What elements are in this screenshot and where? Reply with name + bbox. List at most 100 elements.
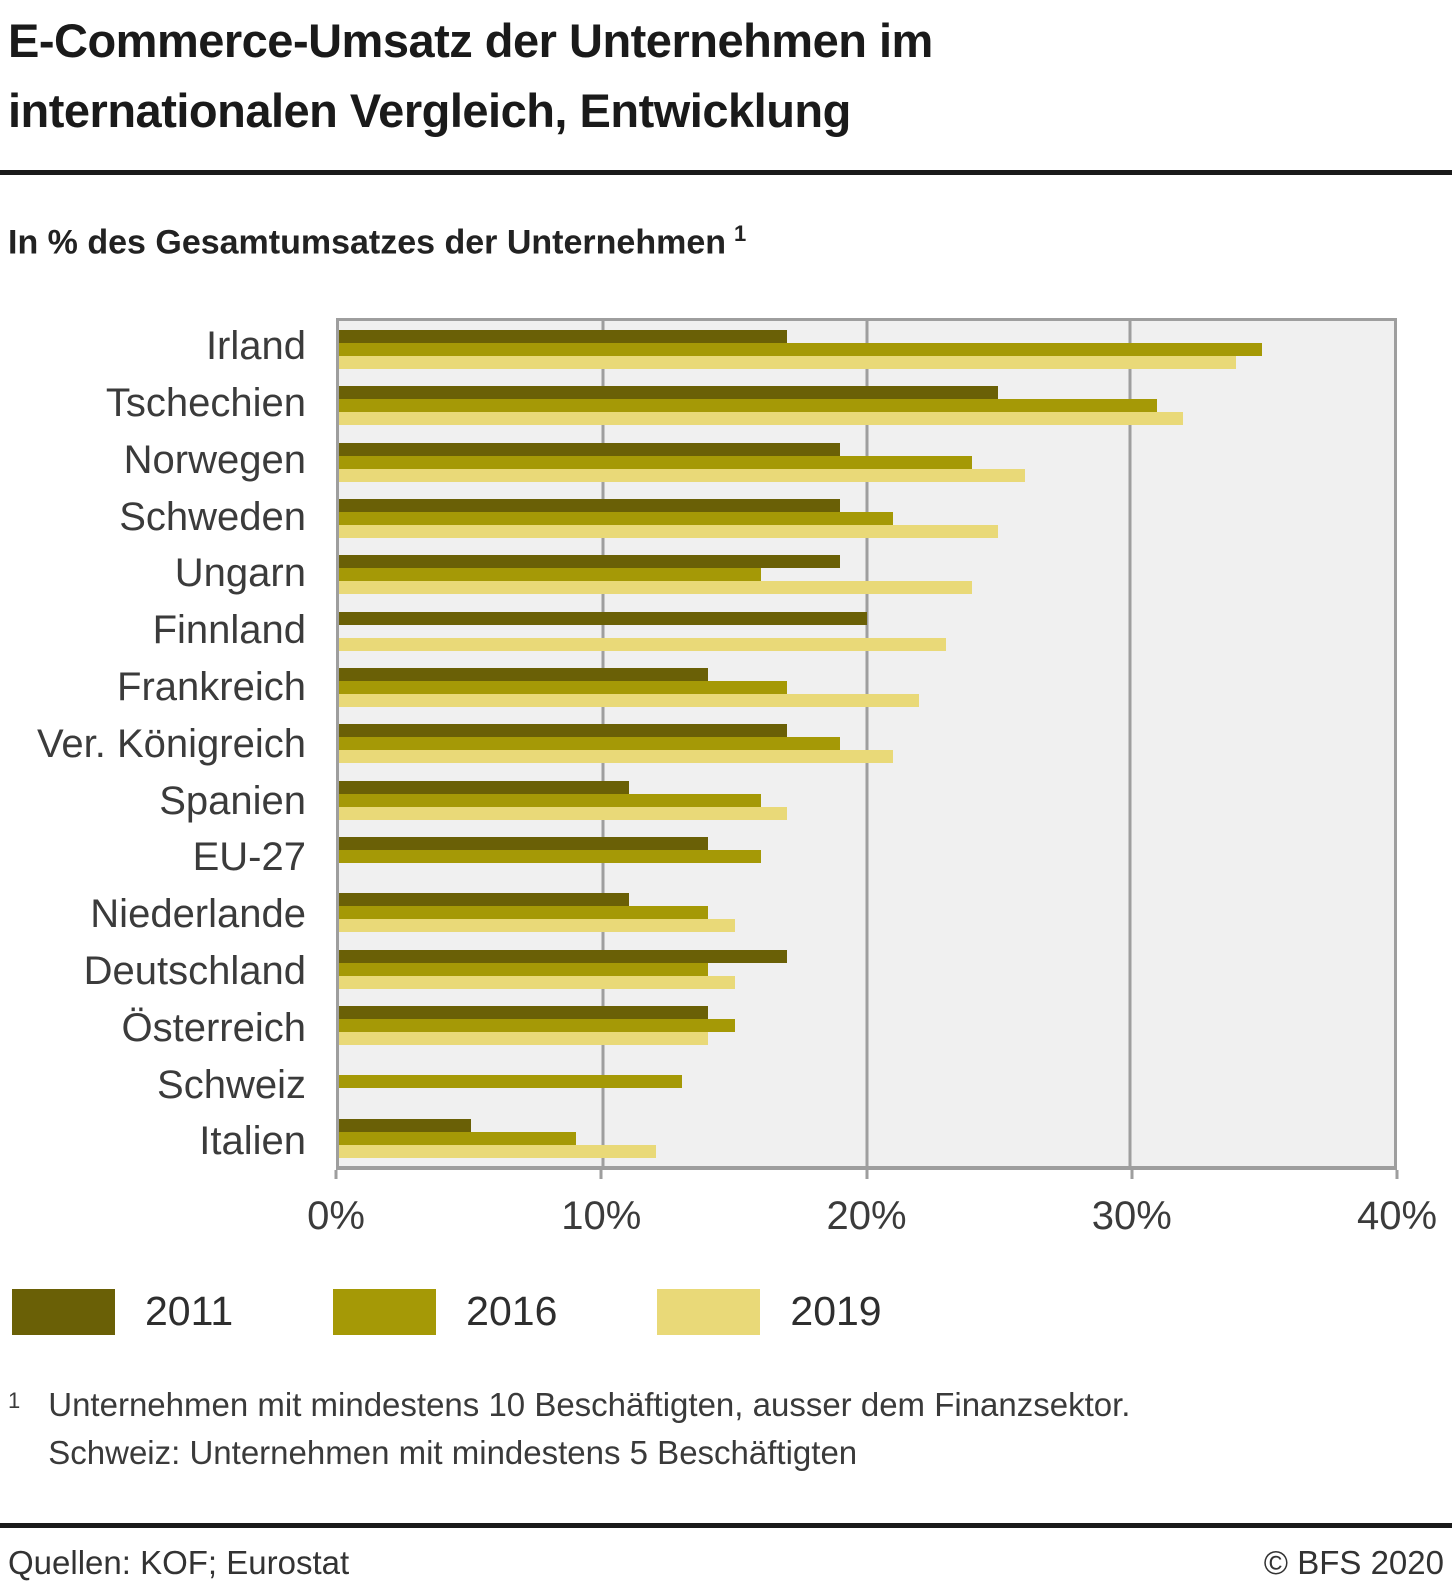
bar-group-ver-konigreich	[339, 716, 1394, 772]
chart-title-line1: E-Commerce-Umsatz der Unternehmen im	[8, 14, 933, 67]
category-label-italien: Italien	[199, 1119, 306, 1164]
subtitle-text: In % des Gesamtumsatzes der Unternehmen	[8, 223, 727, 262]
x-tick-label-10: 10%	[561, 1194, 642, 1239]
x-tick-label-0: 0%	[307, 1194, 365, 1239]
category-label-osterreich: Österreich	[121, 1005, 307, 1050]
category-label-tschechien: Tschechien	[105, 381, 306, 426]
bar-spanien-2019	[339, 806, 788, 820]
x-tick-40	[1395, 1170, 1399, 1180]
bar-finnland-2019	[339, 637, 946, 651]
page: E-Commerce-Umsatz der Unternehmen im int…	[0, 6, 1452, 1593]
copyright-text: © BFS 2020	[1263, 1544, 1444, 1582]
bar-spanien-2011	[339, 780, 630, 794]
legend-item-2019: 2019	[657, 1288, 882, 1335]
chart-title-line2: internationalen Vergleich, Entwicklung	[8, 84, 851, 137]
title-divider	[0, 170, 1452, 175]
bar-irland-2011	[339, 329, 788, 343]
x-tick-0	[334, 1170, 338, 1180]
bar-norwegen-2016	[339, 455, 972, 469]
gridline-20	[865, 321, 868, 1167]
bar-schweden-2011	[339, 498, 841, 512]
legend-item-2011: 2011	[12, 1288, 233, 1335]
x-tick-label-40: 40%	[1356, 1194, 1438, 1239]
bar-irland-2016	[339, 342, 1263, 356]
bar-missing-schweiz-2011	[339, 1062, 1394, 1075]
bar-missing-schweiz-2019	[339, 1088, 1394, 1101]
footnote-text: Unternehmen mit mindestens 10 Beschäftig…	[48, 1381, 1130, 1477]
category-label-ver-konigreich: Ver. Königreich	[36, 721, 306, 766]
plot-wrap	[336, 318, 1397, 1171]
bar-frankreich-2016	[339, 680, 788, 694]
footer: Quellen: KOF; Eurostat © BFS 2020	[0, 1523, 1452, 1582]
legend-item-2016: 2016	[333, 1288, 557, 1335]
bar-osterreich-2016	[339, 1018, 735, 1032]
category-label-niederlande: Niederlande	[90, 892, 306, 937]
category-label-irland: Irland	[205, 324, 306, 369]
bar-osterreich-2011	[339, 1005, 709, 1019]
x-tick-30	[1130, 1170, 1134, 1180]
legend-label-2019: 2019	[790, 1288, 882, 1335]
bar-italien-2019	[339, 1144, 656, 1158]
bar-frankreich-2011	[339, 667, 709, 681]
bar-frankreich-2019	[339, 693, 920, 707]
chart-subtitle: In % des Gesamtumsatzes der Unternehmen 1	[8, 221, 1452, 262]
bar-group-finnland	[339, 603, 1394, 659]
category-label-finnland: Finnland	[152, 608, 306, 653]
bar-missing-finnland-2016	[339, 625, 1394, 638]
x-tick-label-30: 30%	[1091, 1194, 1172, 1239]
chart-title: E-Commerce-Umsatz der Unternehmen im int…	[8, 6, 1452, 146]
x-tick-20	[865, 1170, 868, 1180]
bar-group-ungarn	[339, 547, 1394, 603]
subtitle-footnote-marker: 1	[734, 221, 747, 246]
bar-niederlande-2019	[339, 919, 735, 933]
bar-ungarn-2019	[339, 581, 972, 595]
plot-area	[336, 318, 1397, 1171]
footnote-line1: Unternehmen mit mindestens 10 Beschäftig…	[48, 1386, 1131, 1424]
legend-swatch-2019	[657, 1288, 761, 1335]
bar-finnland-2011	[339, 611, 867, 625]
source-text: Quellen: KOF; Eurostat	[8, 1544, 350, 1582]
category-labels-column: Irland Tschechien Norwegen Schweden Ungarn Fi…	[0, 318, 336, 1170]
bar-deutschland-2011	[339, 949, 788, 963]
legend-swatch-2016	[333, 1288, 437, 1335]
bar-group-tschechien	[339, 378, 1394, 434]
bar-schweden-2019	[339, 524, 999, 538]
bar-eu-27-2016	[339, 849, 761, 863]
bar-spanien-2016	[339, 793, 761, 807]
bars-layer	[339, 321, 1394, 1166]
bar-schweden-2016	[339, 511, 893, 525]
bar-schweiz-2016	[339, 1075, 682, 1089]
bar-deutschland-2019	[339, 975, 735, 989]
bar-group-niederlande	[339, 885, 1394, 941]
bar-italien-2011	[339, 1118, 471, 1132]
bar-ver-konigreich-2011	[339, 724, 788, 738]
footnote-marker: 1	[8, 1388, 21, 1414]
legend-swatch-2011	[12, 1288, 115, 1335]
bar-group-spanien	[339, 772, 1394, 828]
legend: 2011 2016 2019	[12, 1288, 1452, 1335]
category-label-frankreich: Frankreich	[117, 665, 306, 709]
bar-chart: Irland Tschechien Norwegen Schweden Ungarn Fi…	[0, 318, 1452, 1171]
category-label-ungarn: Ungarn	[174, 551, 306, 596]
bar-ver-konigreich-2016	[339, 737, 841, 751]
bar-italien-2016	[339, 1131, 577, 1145]
bar-group-schweiz	[339, 1054, 1394, 1110]
bar-group-frankreich	[339, 659, 1394, 715]
bar-tschechien-2016	[339, 399, 1157, 413]
footnote: 1 Unternehmen mit mindestens 10 Beschäft…	[8, 1381, 1452, 1477]
bar-missing-eu-27-2019	[339, 863, 1394, 876]
bar-niederlande-2016	[339, 906, 709, 920]
category-label-schweden: Schweden	[119, 494, 306, 539]
legend-label-2011: 2011	[145, 1288, 234, 1335]
bar-ungarn-2011	[339, 555, 841, 569]
bar-eu-27-2011	[339, 836, 709, 850]
bar-group-deutschland	[339, 941, 1394, 997]
bar-ungarn-2016	[339, 568, 761, 582]
category-label-deutschland: Deutschland	[83, 948, 306, 993]
bar-group-irland	[339, 321, 1394, 377]
bar-irland-2019	[339, 355, 1236, 369]
x-tick-label-20: 20%	[826, 1194, 907, 1239]
bar-group-italien	[339, 1110, 1394, 1166]
bar-osterreich-2019	[339, 1031, 709, 1045]
gridline-30	[1128, 321, 1132, 1167]
